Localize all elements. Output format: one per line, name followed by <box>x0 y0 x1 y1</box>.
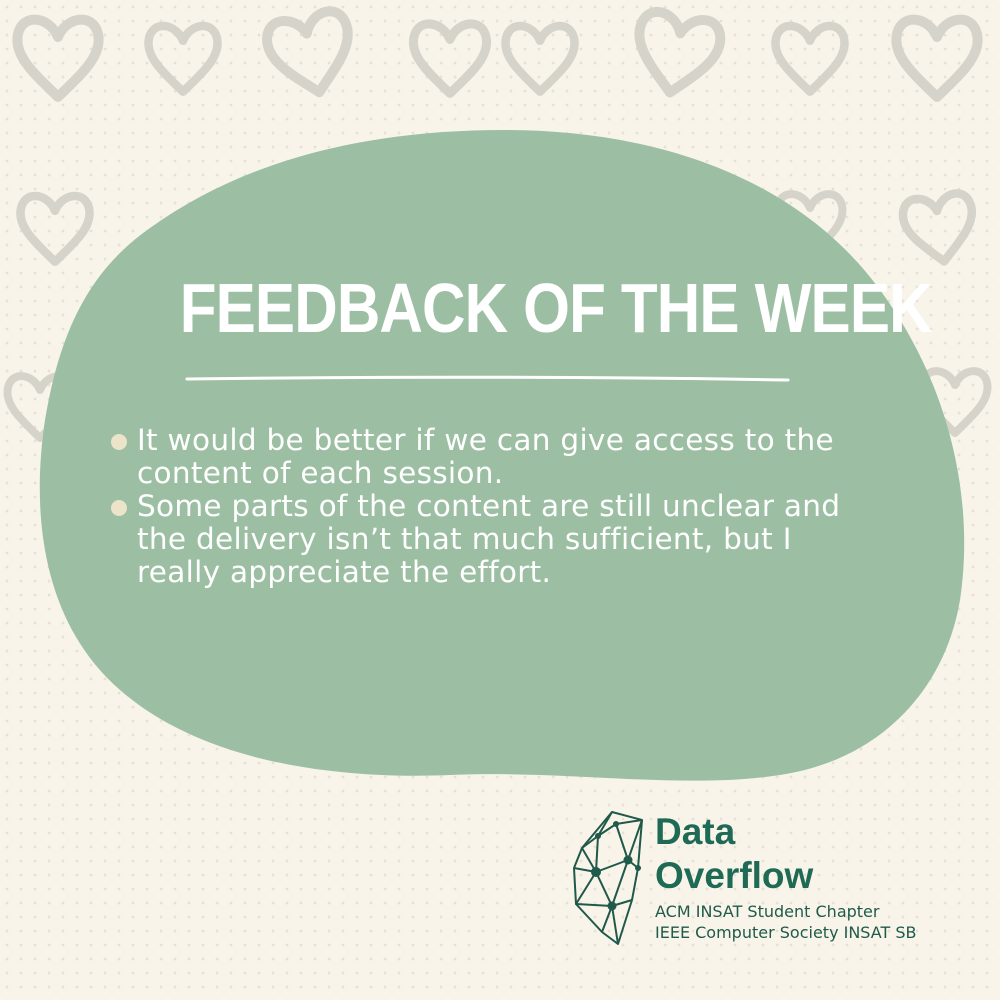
feedback-text: Some parts of the content are still uncl… <box>137 489 841 589</box>
feedback-text: It would be better if we can give access… <box>137 423 834 490</box>
org-line-acm: ACM INSAT Student Chapter <box>655 902 880 921</box>
feedback-item: Some parts of the content are still uncl… <box>108 490 878 589</box>
org-line-ieee: IEEE Computer Society INSAT SB <box>655 923 917 942</box>
bullet-dot-icon <box>111 500 127 516</box>
bullet-dot-icon <box>111 434 127 450</box>
brand-name-line2: Overflow <box>655 855 814 896</box>
brand-name-line1: Data <box>655 811 736 852</box>
feedback-list: It would be better if we can give access… <box>108 424 878 589</box>
feedback-item: It would be better if we can give access… <box>108 424 878 490</box>
network-brain-icon <box>573 811 643 945</box>
title-divider <box>185 375 790 382</box>
post-title: FEEDBACK OF THE WEEK <box>179 269 933 347</box>
blob-path <box>39 130 965 781</box>
